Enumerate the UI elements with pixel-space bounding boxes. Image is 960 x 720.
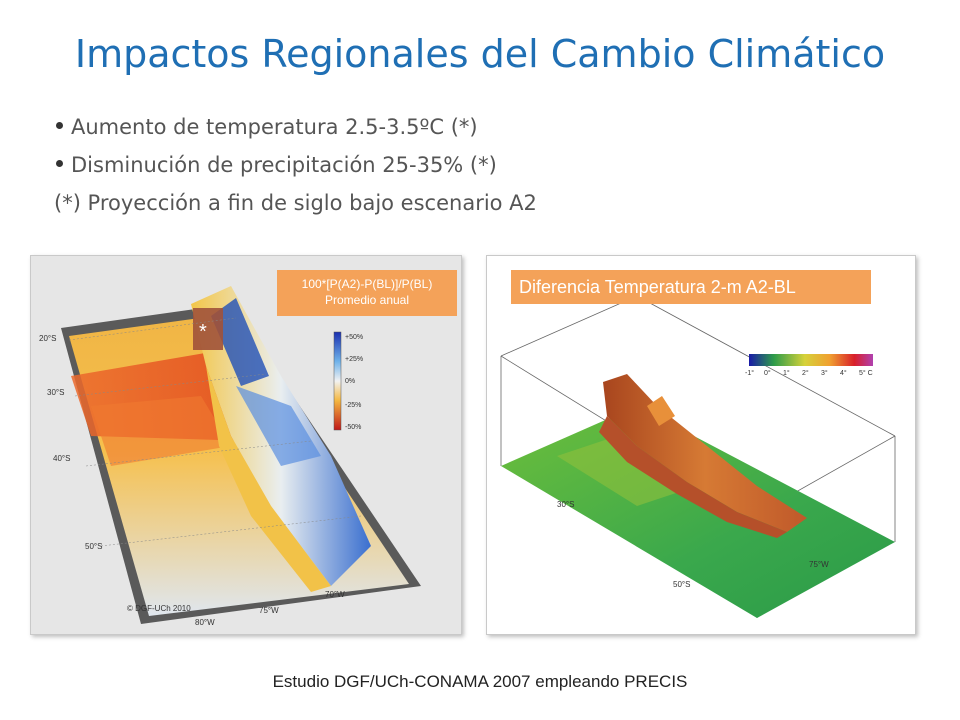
bullet-text: Disminución de precipitación 25-35% (*): [71, 153, 497, 177]
scale-label: 4°: [840, 370, 847, 377]
latitude-label: 20°S: [39, 334, 57, 343]
longitude-label: 75°W: [809, 560, 829, 569]
latitude-label: 30°S: [47, 388, 65, 397]
longitude-label: 70°W: [325, 590, 345, 599]
longitude-label: 80°W: [195, 618, 215, 627]
latitude-label: 30°S: [557, 500, 575, 509]
scale-label: 5° C: [859, 370, 873, 377]
scale-label: 2°: [802, 370, 809, 377]
scale-label: 0%: [345, 378, 356, 385]
temperature-legend-label: Diferencia Temperatura 2-m A2-BL: [511, 270, 871, 304]
significance-marker: *: [199, 321, 207, 343]
bullet-dot-icon: [56, 159, 63, 167]
scale-label: -25%: [345, 402, 362, 409]
footnote-text: (*) Proyección a fin de siglo bajo escen…: [54, 191, 537, 215]
latitude-label: 50°S: [85, 542, 103, 551]
scale-label: -50%: [345, 424, 362, 431]
bullet-item: Aumento de temperatura 2.5-3.5ºC (*): [56, 108, 537, 146]
legend-subtitle: Promedio anual: [324, 293, 410, 307]
map-credit: © DGF-UCh 2010: [127, 604, 191, 613]
scale-label: 0°: [764, 370, 771, 377]
slide-title: Impactos Regionales del Cambio Climático: [74, 32, 886, 76]
temperature-map-image: [487, 256, 915, 634]
temperature-map-panel: Diferencia Temperatura 2-m A2-BL -1° 0° …: [486, 255, 916, 635]
longitude-label: 75°W: [259, 606, 279, 615]
scale-label: -1°: [745, 370, 755, 377]
bullet-list: Aumento de temperatura 2.5-3.5ºC (*) Dis…: [54, 108, 537, 222]
legend-formula: 100*[P(A2)-P(BL)]/P(BL): [301, 277, 433, 291]
precipitation-map-image: *: [31, 256, 461, 634]
bullet-dot-icon: [56, 121, 63, 129]
scale-label: +25%: [345, 356, 364, 363]
bullet-text: Aumento de temperatura 2.5-3.5ºC (*): [71, 115, 478, 139]
precipitation-legend-label: 100*[P(A2)-P(BL)]/P(BL) Promedio anual: [277, 270, 457, 316]
bullet-item: Disminución de precipitación 25-35% (*): [56, 146, 537, 184]
latitude-label: 50°S: [673, 580, 691, 589]
latitude-label: 40°S: [53, 454, 71, 463]
scale-label: 3°: [821, 370, 828, 377]
scale-label: 1°: [783, 370, 790, 377]
precipitation-map-panel: * 100*[P(A2)-P(BL)]/P(BL) Promedio anual…: [30, 255, 462, 635]
source-caption: Estudio DGF/UCh-CONAMA 2007 empleando PR…: [272, 672, 688, 691]
scale-label: +50%: [345, 334, 364, 341]
